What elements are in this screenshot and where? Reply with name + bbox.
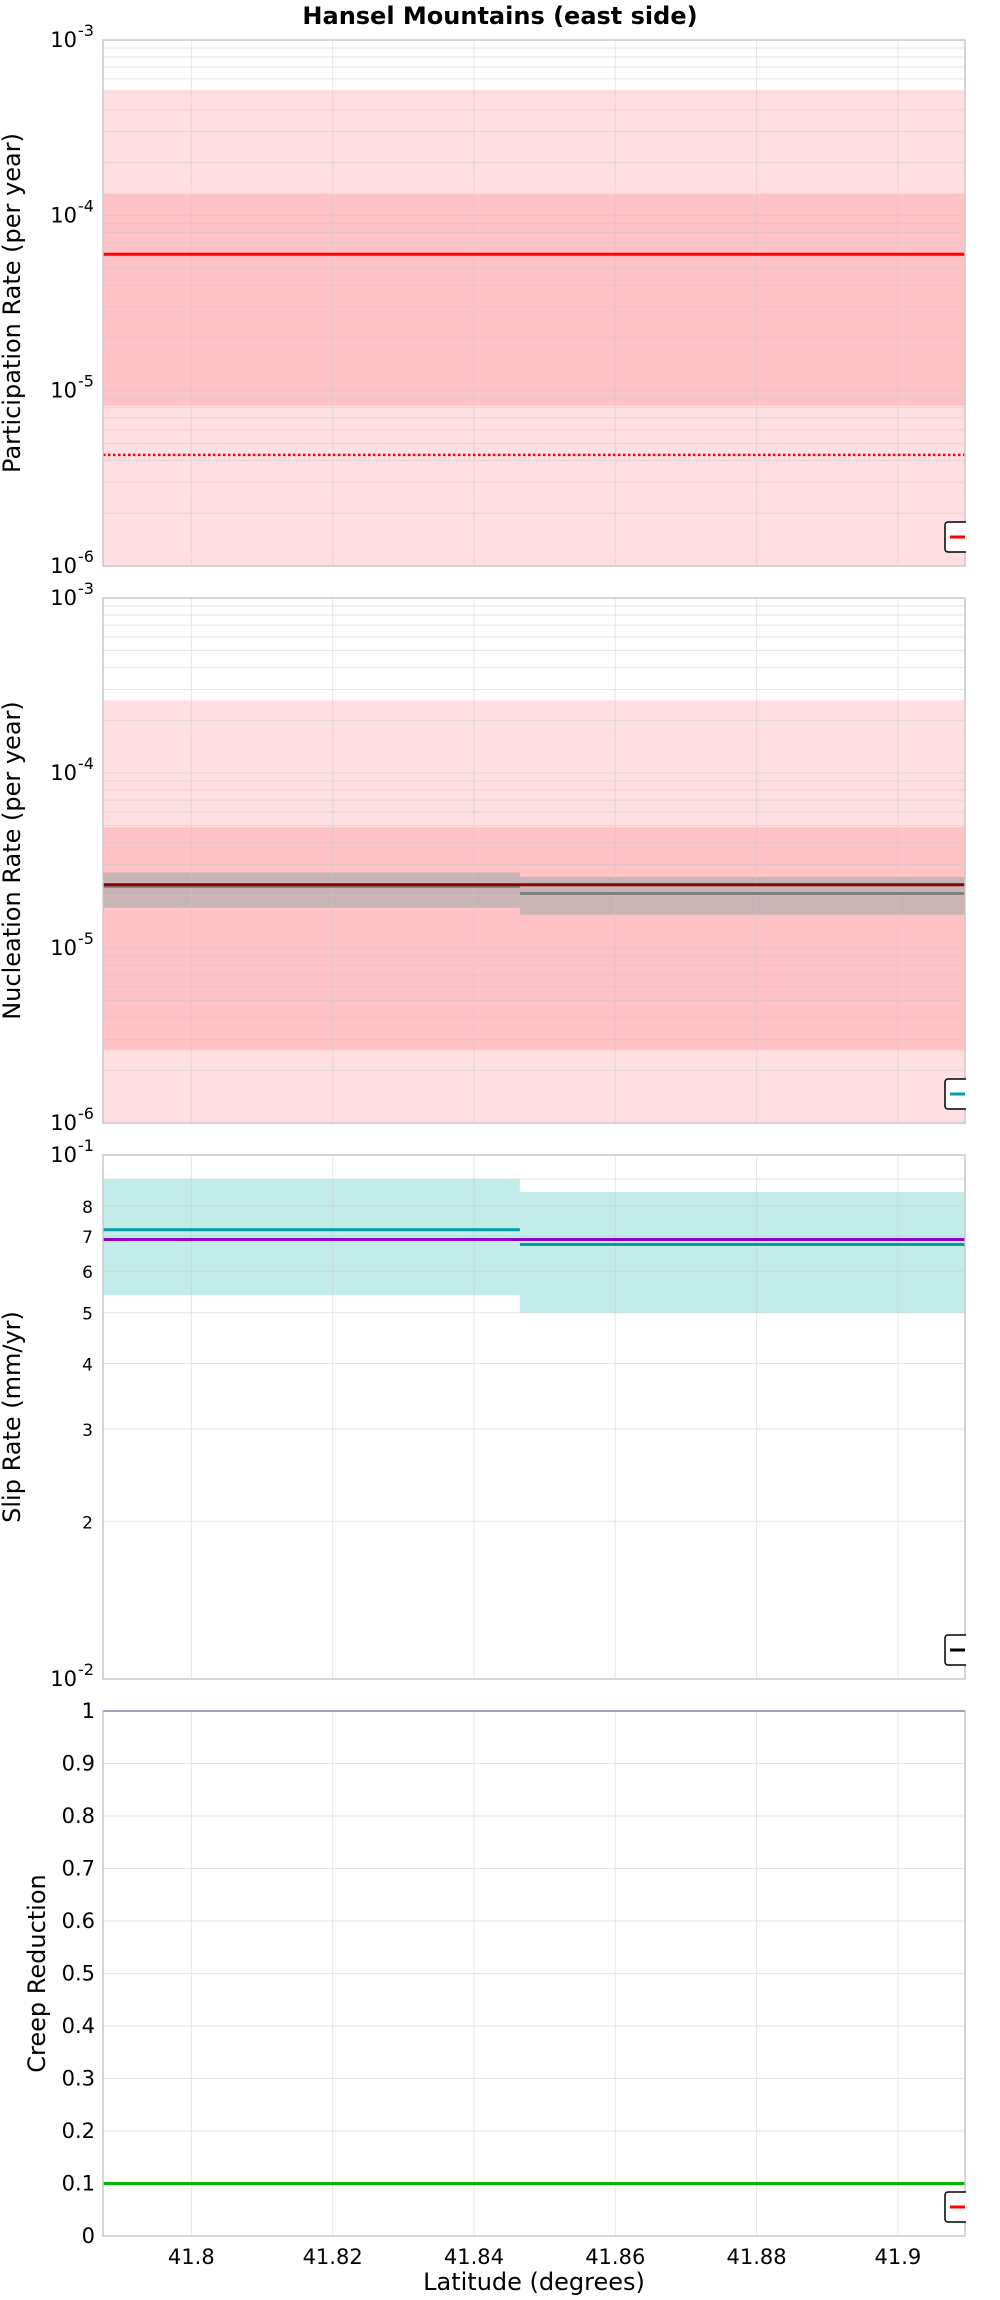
y-tick-exponent-2: -4 [78, 196, 94, 215]
y-tick-label-8: 0.3 [62, 2067, 95, 2091]
y-tick-label-4: 0.7 [62, 1857, 95, 1881]
y-tick-label-9: 0.2 [62, 2119, 95, 2143]
y-tick-label-3: 0.8 [62, 1804, 95, 1828]
x-tick-label-5: 41.88 [727, 2245, 787, 2269]
y-tick-exponent-3: -5 [78, 929, 94, 948]
y-tick-exponent-3: -5 [78, 372, 94, 391]
legend-clip [966, 1073, 1000, 1115]
y-tick-label-6: 0.5 [62, 1962, 95, 1986]
x-tick-label-2: 41.82 [303, 2245, 363, 2269]
legend [944, 1629, 1000, 1671]
y-tick-label-2: 8 [82, 1198, 93, 1218]
y-tick-label-10: 0.1 [62, 2172, 95, 2196]
y-tick-exponent-1: -3 [78, 21, 94, 40]
y-tick-label-4: 6 [82, 1263, 93, 1283]
plot-area [103, 1711, 965, 2236]
y-tick-label-1: 1 [82, 1699, 95, 1723]
y-tick-exponent-4: -6 [78, 547, 94, 566]
legend [944, 516, 1000, 558]
uncertainty-band-3-segment-1 [103, 872, 520, 908]
grid-lines [103, 598, 965, 1123]
y-axis-label-2: Nucleation Rate (per year) [0, 701, 26, 1020]
legend [944, 2186, 1000, 2228]
x-tick-label-6: 41.9 [874, 2245, 921, 2269]
uncertainty-band-3-segment-2 [519, 876, 965, 915]
legend [944, 1073, 1000, 1115]
y-tick-exponent-2: -4 [78, 754, 94, 773]
y-tick-label-8: 2 [82, 1513, 93, 1533]
y-tick-exponent-1: -3 [78, 579, 94, 598]
chart-title: Hansel Mountains (east side) [302, 2, 697, 30]
y-tick-label-6: 4 [82, 1356, 93, 1376]
y-tick-exponent-1: -1 [78, 1136, 94, 1155]
y-tick-label-3: 10 [50, 936, 77, 960]
y-tick-exponent-4: -6 [78, 1104, 94, 1123]
y-tick-label-3: 10 [50, 379, 77, 403]
y-tick-label-1: 10 [50, 28, 77, 52]
y-tick-label-11: 0 [82, 2224, 95, 2248]
legend-clip [966, 1629, 1000, 1671]
plot-frame [102, 1154, 966, 1680]
y-axis-label-3: Slip Rate (mm/yr) [0, 1311, 26, 1523]
plot-frame [102, 39, 966, 567]
plot-frame [102, 597, 966, 1124]
y-tick-label-2: 10 [50, 203, 77, 227]
y-tick-label-4: 10 [50, 554, 77, 578]
y-tick-label-2: 0.9 [62, 1752, 95, 1776]
x-axis-label: Latitude (degrees) [423, 2268, 645, 2296]
grid-lines [103, 40, 965, 566]
plot-frame [102, 1710, 966, 2237]
grid-lines [103, 1155, 965, 1679]
y-tick-exponent-9: -2 [78, 1660, 94, 1679]
uncertainty-band-1-segment-2 [519, 1191, 965, 1313]
y-axis-label-1: Participation Rate (per year) [0, 133, 26, 473]
y-tick-label-1: 10 [50, 1143, 77, 1167]
x-tick-label-4: 41.86 [585, 2245, 645, 2269]
legend-clip [966, 2186, 1000, 2228]
y-tick-label-7: 0.4 [62, 2014, 95, 2038]
uncertainty-band-2-segment-1 [103, 193, 965, 406]
panel-4: 1 0.9 0.8 0.7 0.6 0.5 0.4 0.3 0.2 0.1 0 Creep Reduc… [23, 1699, 1000, 2248]
y-tick-label-2: 10 [50, 761, 77, 785]
y-tick-label-3: 7 [82, 1228, 93, 1248]
y-tick-label-7: 3 [82, 1421, 93, 1441]
y-tick-label-1: 10 [50, 586, 77, 610]
y-tick-label-4: 10 [50, 1111, 77, 1135]
y-axis-label-4: Creep Reduction [23, 1874, 51, 2072]
legend-clip [966, 516, 1000, 558]
uncertainty-band-2-segment-1 [103, 827, 965, 1051]
grid-lines [103, 1711, 965, 2236]
y-tick-label-5: 5 [82, 1305, 93, 1325]
uncertainty-band-1-segment-1 [103, 1178, 520, 1296]
y-tick-label-9: 10 [50, 1667, 77, 1691]
y-tick-label-5: 0.6 [62, 1909, 95, 1933]
x-tick-label-1: 41.8 [168, 2245, 215, 2269]
x-tick-label-3: 41.84 [444, 2245, 504, 2269]
